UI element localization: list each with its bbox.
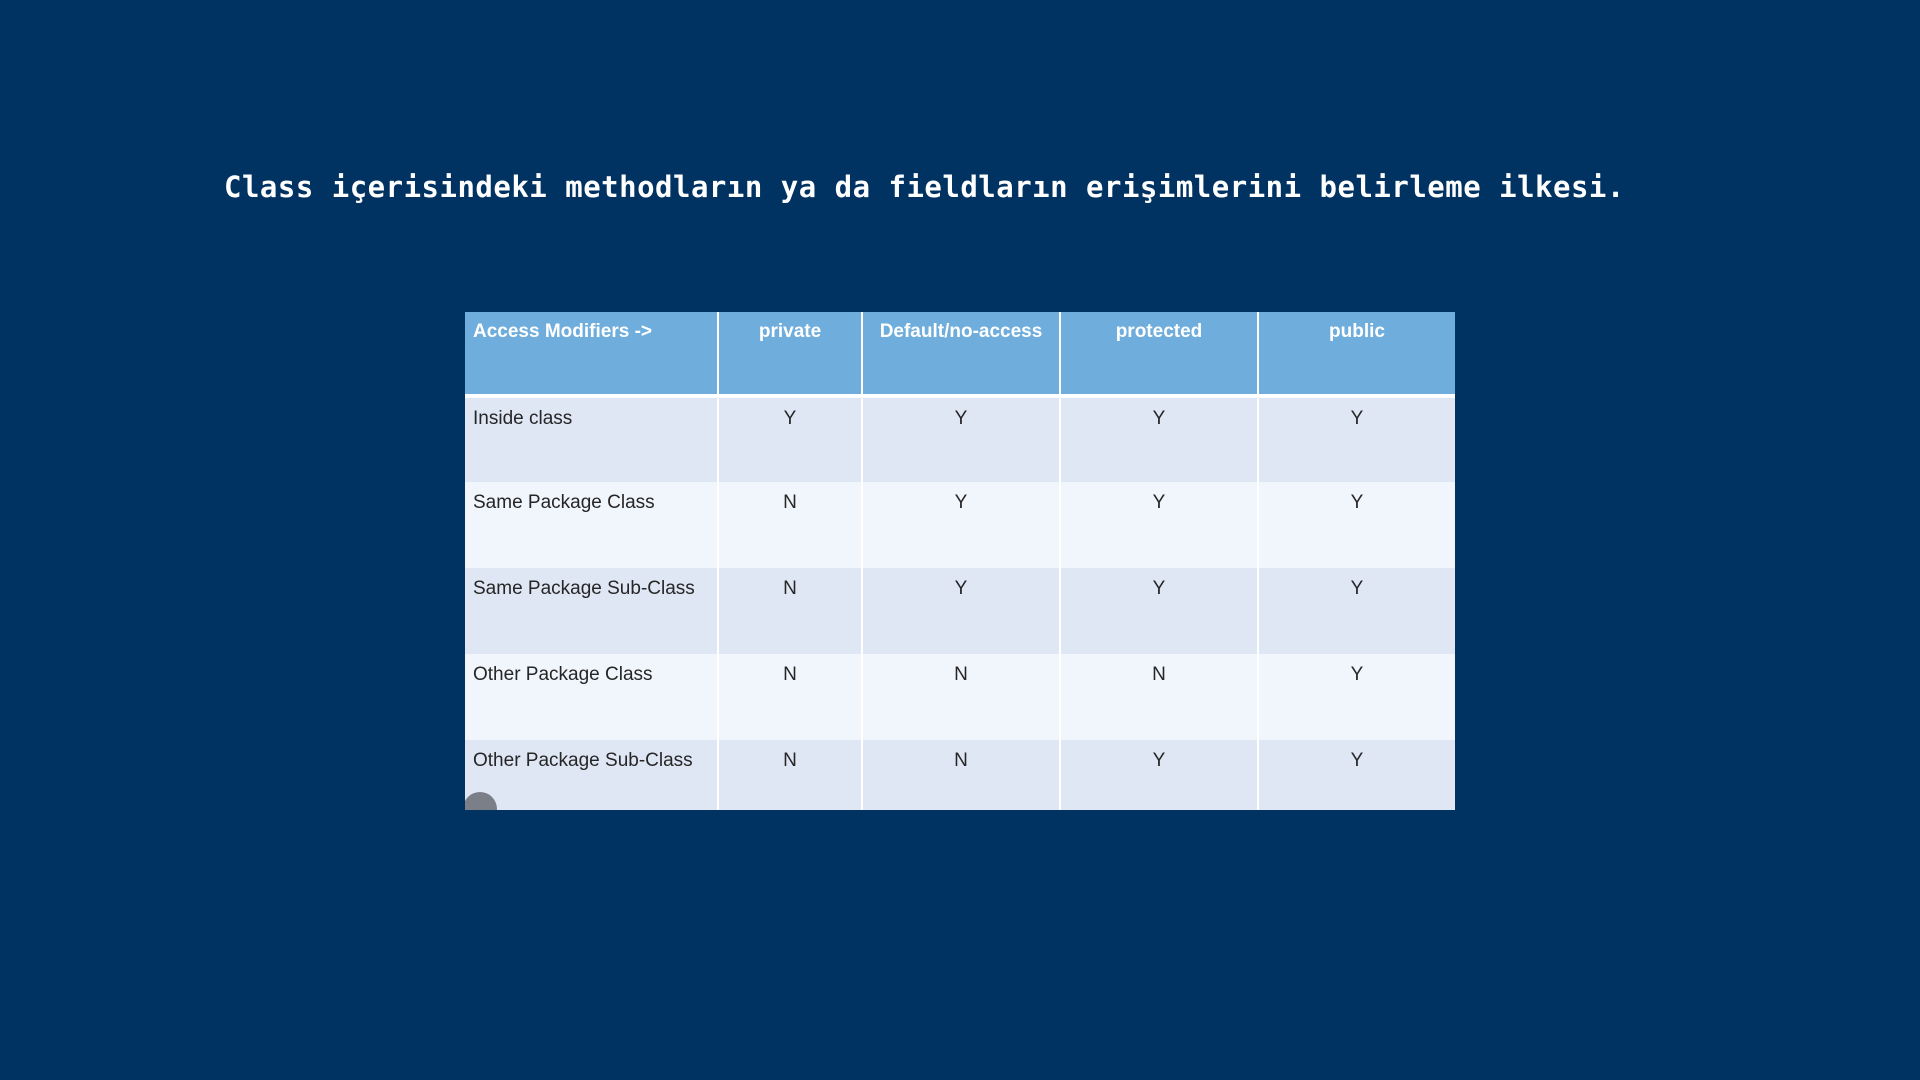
- cell-public: Y: [1258, 568, 1455, 654]
- table-row: Other Package Class N N N Y: [465, 654, 1455, 740]
- cell-public: Y: [1258, 482, 1455, 568]
- slide-heading: Class içerisindeki methodların ya da fie…: [224, 170, 1625, 204]
- row-label: Same Package Class: [465, 482, 719, 568]
- cell-private: N: [718, 482, 863, 568]
- circle-marker-icon: [465, 792, 497, 810]
- row-label: Other Package Sub-Class: [465, 740, 719, 810]
- access-modifiers-table-image: Access Modifiers -> private Default/no-a…: [465, 312, 1455, 810]
- cell-default: N: [862, 740, 1061, 810]
- table-row: Same Package Sub-Class N Y Y Y: [465, 568, 1455, 654]
- cell-protected: Y: [1060, 568, 1259, 654]
- cell-protected: Y: [1060, 396, 1259, 482]
- table-row: Same Package Class N Y Y Y: [465, 482, 1455, 568]
- cell-private: N: [718, 568, 863, 654]
- cell-default: N: [862, 654, 1061, 740]
- access-modifiers-table: Access Modifiers -> private Default/no-a…: [465, 312, 1455, 810]
- row-label: Inside class: [465, 396, 719, 482]
- header-public: public: [1258, 312, 1455, 398]
- cell-public: Y: [1258, 654, 1455, 740]
- header-default-no-access: Default/no-access: [862, 312, 1061, 398]
- cell-public: Y: [1258, 740, 1455, 810]
- cell-protected: Y: [1060, 740, 1259, 810]
- cell-default: Y: [862, 482, 1061, 568]
- cell-protected: N: [1060, 654, 1259, 740]
- cell-public: Y: [1258, 396, 1455, 482]
- cell-private: N: [718, 740, 863, 810]
- header-protected: protected: [1060, 312, 1259, 398]
- table-row: Other Package Sub-Class N N Y Y: [465, 740, 1455, 810]
- header-access-modifiers: Access Modifiers ->: [465, 312, 719, 398]
- cell-private: N: [718, 654, 863, 740]
- cell-default: Y: [862, 396, 1061, 482]
- header-private: private: [718, 312, 863, 398]
- table-row: Inside class Y Y Y Y: [465, 396, 1455, 482]
- cell-private: Y: [718, 396, 863, 482]
- table-header-row: Access Modifiers -> private Default/no-a…: [465, 312, 1455, 398]
- row-label: Other Package Class: [465, 654, 719, 740]
- cell-default: Y: [862, 568, 1061, 654]
- row-label: Same Package Sub-Class: [465, 568, 719, 654]
- cell-protected: Y: [1060, 482, 1259, 568]
